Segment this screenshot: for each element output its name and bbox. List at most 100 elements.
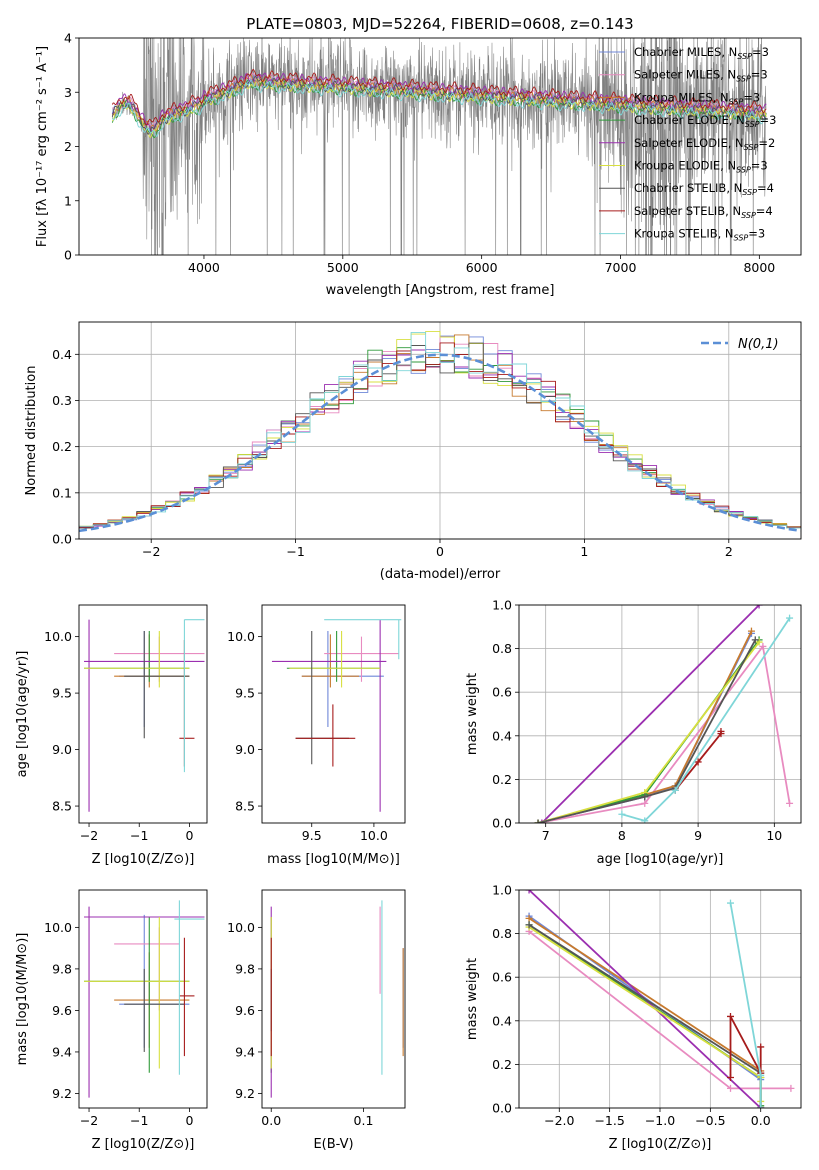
weight-marker — [525, 914, 533, 922]
errorbar-point — [295, 704, 356, 767]
y-tick-label: 9.8 — [52, 961, 72, 976]
weight-marker — [727, 1084, 734, 1092]
y-tick-label: 0.1 — [52, 485, 72, 500]
x-tick-label: −1.0 — [645, 1113, 675, 1128]
errorbar-point — [84, 916, 190, 1069]
y-tick-label: 0.4 — [52, 347, 72, 362]
massweight-vs-metallicity-panel: −2.0 −1.5 −1.0 −0.5 0.0 0.0 0.2 0.4 0.6 0.8 1.0 Z [… — [465, 883, 802, 1152]
weight-marker — [757, 1043, 765, 1051]
y-tick-label: 0.2 — [492, 1057, 512, 1072]
weight-line — [537, 639, 757, 823]
model-line — [111, 79, 767, 138]
y-tick-label: 8.5 — [235, 799, 255, 814]
model-line — [111, 68, 767, 126]
plot-area — [534, 605, 794, 823]
weight-marker — [755, 605, 763, 609]
y-tick-label: 9.4 — [235, 1044, 255, 1059]
x-tick-label: 9 — [694, 828, 702, 843]
x-axis-label: mass [log10(M/M⊙)] — [267, 852, 400, 867]
x-axis-label: (data-model)/error — [380, 567, 501, 582]
weight-marker — [727, 899, 734, 907]
figure-title: PLATE=0803, MJD=52264, FIBERID=0608, z=0… — [246, 15, 633, 33]
y-tick-label: 0 — [64, 248, 72, 263]
plot-area — [84, 900, 205, 1098]
weight-series — [727, 899, 765, 1108]
weight-marker — [787, 1084, 795, 1092]
errorbar-point — [84, 630, 190, 688]
x-tick-label: −1 — [286, 544, 304, 559]
weight-marker — [759, 642, 767, 650]
y-tick-label: 9.0 — [52, 742, 72, 757]
x-tick-label: 10 — [766, 828, 782, 843]
massweight-vs-age-panel: 7 8 9 10 0.0 0.2 0.4 0.6 0.8 1.0 age [log10(age/yr… — [465, 598, 802, 867]
y-tick-label: 0.0 — [492, 1101, 512, 1116]
axes-frame — [78, 604, 208, 824]
x-tick-label: 0 — [185, 828, 193, 843]
y-tick-label: 0.0 — [492, 816, 512, 831]
x-tick-label: −2 — [142, 544, 160, 559]
weight-marker — [671, 786, 679, 794]
plot-area — [270, 900, 404, 1098]
errorbar-point — [271, 619, 387, 812]
weight-series — [538, 605, 763, 823]
axes-frame — [78, 321, 802, 540]
legend: N(0,1) — [701, 337, 779, 352]
x-tick-label: 0 — [185, 1113, 193, 1128]
errorbar-point — [183, 619, 205, 773]
y-tick-label: 1.0 — [492, 598, 512, 613]
x-tick-label: 5000 — [327, 260, 359, 275]
x-tick-label: 7000 — [605, 260, 637, 275]
x-tick-label: 10.0 — [360, 828, 388, 843]
y-axis-label: mass [log10(M/M⊙)] — [15, 933, 30, 1066]
y-tick-label: 0.8 — [492, 641, 512, 656]
y-tick-label: 0.3 — [52, 393, 72, 408]
x-tick-label: −2 — [80, 828, 98, 843]
x-tick-label: 8 — [618, 828, 626, 843]
x-tick-label: −1 — [130, 828, 148, 843]
weight-marker — [757, 1071, 765, 1079]
x-tick-label: 4000 — [188, 260, 220, 275]
weight-marker — [786, 799, 794, 807]
x-tick-label: 7 — [542, 828, 550, 843]
weight-marker — [786, 614, 794, 622]
x-tick-label: 9.5 — [302, 828, 322, 843]
weight-line — [621, 617, 791, 822]
x-tick-label: −1.5 — [594, 1113, 624, 1128]
x-tick-label: 1 — [580, 544, 588, 559]
weight-marker — [618, 810, 626, 818]
mass-vs-ebv-panel: 0.0 0.1 9.2 9.4 9.6 9.8 10.0 E(B-V) — [227, 889, 406, 1152]
residual-histogram — [79, 331, 801, 529]
residuals-panel: −2 −1 0 1 2 0.0 0.1 0.2 0.3 0.4 (data-model)/error… — [24, 321, 802, 582]
y-axis-label: mass weight — [465, 958, 480, 1040]
weight-marker — [538, 819, 546, 823]
y-tick-label: 0.4 — [492, 728, 512, 743]
y-tick-label: 8.5 — [52, 799, 72, 814]
y-tick-label: 4 — [64, 31, 72, 46]
y-tick-label: 9.2 — [235, 1086, 255, 1101]
plot-area — [111, 38, 767, 255]
y-tick-label: 10.0 — [227, 629, 255, 644]
errorbar-point — [174, 900, 205, 1075]
weight-marker — [641, 793, 649, 801]
x-tick-label: −1 — [130, 1113, 148, 1128]
weight-marker — [717, 727, 725, 735]
y-axis-label: age [log10(age/yr)] — [15, 651, 30, 778]
legend-entry: Salpeter ELODIE, NSSP=2 — [634, 136, 775, 152]
x-tick-label: 6000 — [466, 260, 498, 275]
y-tick-label: 9.6 — [235, 1003, 255, 1018]
x-axis-label: E(B-V) — [313, 1137, 353, 1152]
y-tick-label: 0.6 — [492, 970, 512, 985]
y-tick-label: 9.0 — [235, 742, 255, 757]
plot-area — [525, 890, 795, 1108]
plot-area — [84, 619, 205, 812]
y-tick-label: 0.2 — [52, 439, 72, 454]
spectrum-panel: 4000 5000 6000 7000 8000 0 1 2 3 4 wavelength [Ang… — [35, 31, 802, 298]
y-axis-label: Normed distribution — [24, 366, 39, 496]
weight-line — [537, 644, 791, 823]
legend-entry: Salpeter STELIB, NSSP=4 — [634, 204, 773, 220]
y-tick-label: 0.4 — [492, 1013, 512, 1028]
x-tick-label: −2.0 — [544, 1113, 574, 1128]
legend: Chabrier MILES, NSSP=3 Salpeter MILES, NS… — [599, 45, 776, 243]
plot-area — [271, 619, 402, 812]
